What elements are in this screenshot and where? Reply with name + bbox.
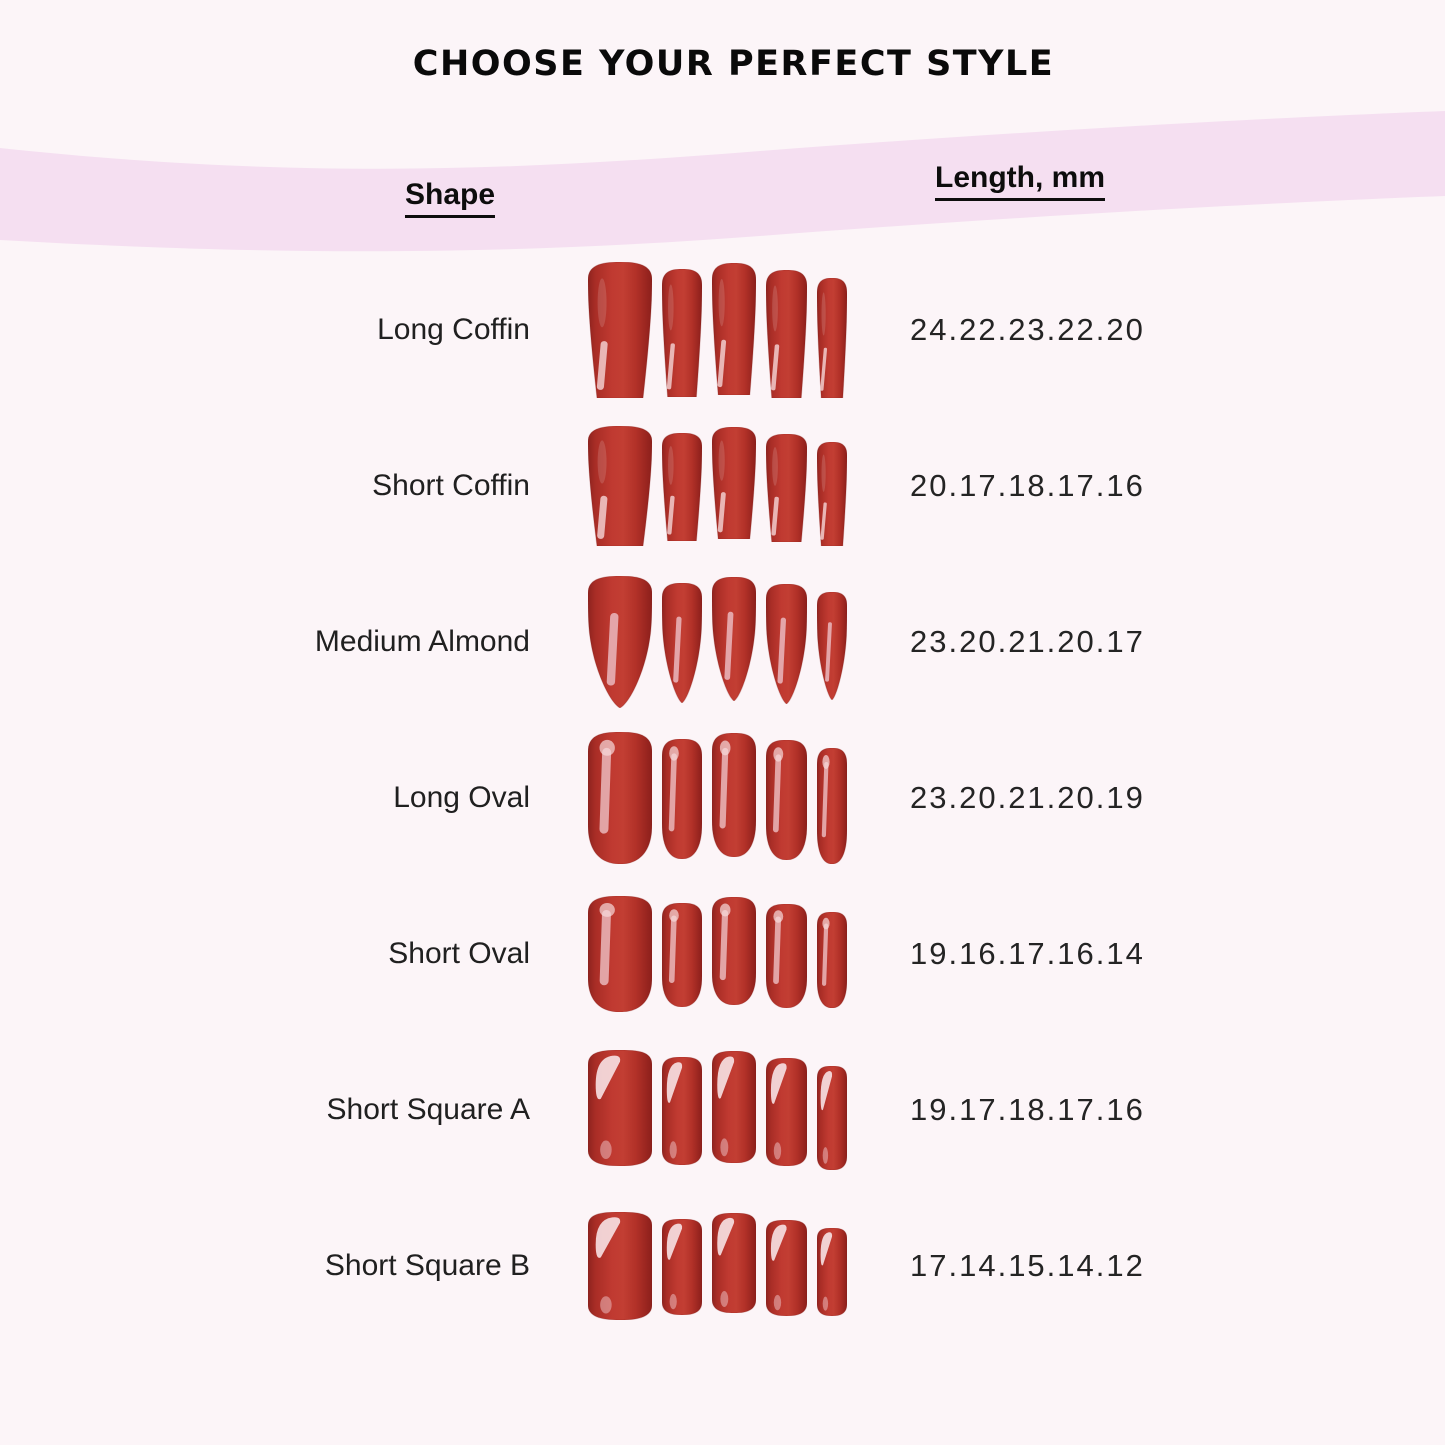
nail-icon	[712, 733, 756, 857]
nail-set-image	[530, 896, 905, 1012]
nail-icon	[766, 584, 807, 704]
nail-icon	[817, 748, 847, 864]
nail-icon	[766, 1220, 807, 1316]
nail-icon	[766, 1058, 807, 1166]
nail-icon	[662, 583, 702, 703]
nail-icon	[712, 897, 756, 1005]
nail-set-image	[530, 1050, 905, 1170]
nail-set-image	[530, 426, 905, 546]
nail-icon	[712, 263, 756, 395]
length-values: 19.16.17.16.14	[910, 936, 1145, 971]
nail-icon	[766, 270, 807, 398]
style-row: Long Oval 23.20.21.20.19	[0, 720, 1445, 876]
nail-icon	[588, 1212, 652, 1320]
nail-icon	[662, 1219, 702, 1315]
nail-icon	[817, 1228, 847, 1316]
shape-label: Short Square B	[324, 1249, 530, 1282]
nail-icon	[817, 278, 847, 398]
nail-icon	[712, 577, 756, 701]
page-title: CHOOSE YOUR PERFECT STYLE	[412, 44, 1055, 84]
length-values: 20.17.18.17.16	[910, 468, 1145, 503]
nail-set-image	[530, 732, 905, 864]
nail-icon	[712, 1213, 756, 1313]
nail-icon	[588, 1050, 652, 1166]
style-row: Short Square B 17.14.15.14.12	[0, 1188, 1445, 1344]
nail-set-image	[530, 1212, 905, 1320]
style-row: Short Oval 19.16.17.16.14	[0, 876, 1445, 1032]
nail-set-image	[530, 576, 905, 708]
style-row: Short Square A 19.17.18.17.16	[0, 1032, 1445, 1188]
nail-icon	[588, 426, 652, 546]
nail-icon	[817, 912, 847, 1008]
length-values: 17.14.15.14.12	[910, 1248, 1145, 1283]
length-values: 23.20.21.20.17	[910, 624, 1145, 659]
nail-icon	[588, 262, 652, 398]
nail-icon	[712, 427, 756, 539]
nail-icon	[588, 576, 652, 708]
shape-label: Medium Almond	[314, 625, 530, 658]
style-row: Long Coffin 24.22.23.22.20	[0, 252, 1445, 408]
shape-label: Long Coffin	[377, 313, 530, 346]
nail-icon	[662, 739, 702, 859]
nail-icon	[588, 896, 652, 1012]
nail-icon	[817, 1066, 847, 1170]
shape-label: Short Square A	[326, 1093, 530, 1126]
style-row: Short Coffin 20.17.18.17.16	[0, 408, 1445, 564]
length-values: 23.20.21.20.19	[910, 780, 1145, 815]
column-header-shape: Shape	[404, 178, 496, 218]
nail-icon	[662, 433, 702, 541]
nail-icon	[712, 1051, 756, 1163]
shape-label: Short Oval	[388, 937, 530, 970]
nail-icon	[588, 732, 652, 864]
length-values: 24.22.23.22.20	[910, 312, 1145, 347]
nail-icon	[817, 592, 847, 700]
style-rows: Long Coffin 24.22.23.22.20 Short Coffin …	[0, 252, 1445, 1344]
nail-icon	[766, 740, 807, 860]
shape-label: Long Oval	[393, 781, 530, 814]
column-header-length: Length, mm	[935, 161, 1105, 201]
nail-set-image	[530, 262, 905, 398]
nail-icon	[817, 442, 847, 546]
length-values: 19.17.18.17.16	[910, 1092, 1145, 1127]
nail-icon	[662, 1057, 702, 1165]
nail-icon	[662, 903, 702, 1007]
nail-icon	[662, 269, 702, 397]
shape-label: Short Coffin	[372, 469, 530, 502]
nail-icon	[766, 904, 807, 1008]
style-row: Medium Almond 23.20.21.20.17	[0, 564, 1445, 720]
nail-icon	[766, 434, 807, 542]
